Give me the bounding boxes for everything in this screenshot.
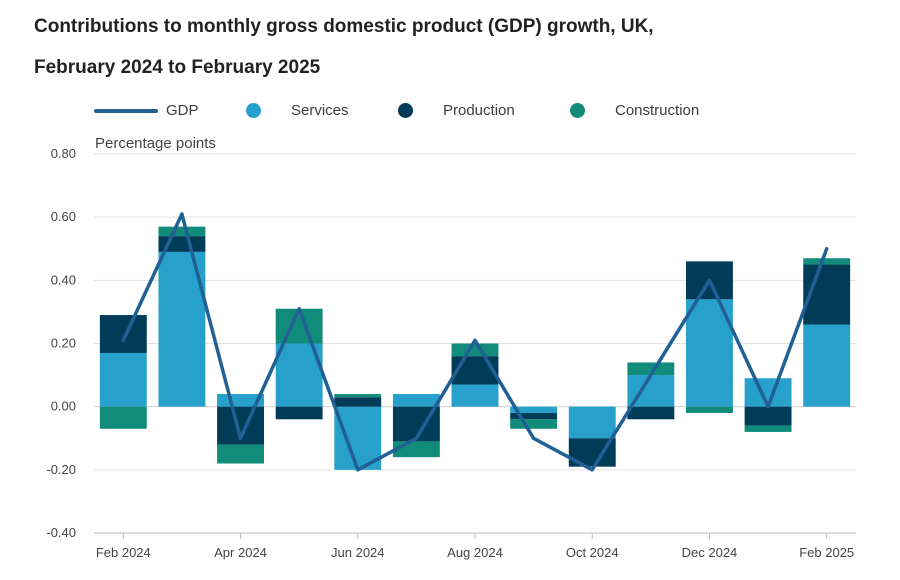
legend-gdp-line-swatch xyxy=(94,108,158,113)
bar-construction xyxy=(744,425,792,432)
bar-construction xyxy=(217,444,264,464)
bar-construction xyxy=(627,362,675,376)
legend-construction-label: Construction xyxy=(615,102,700,119)
y-tick-label: 0.40 xyxy=(51,272,76,287)
legend-production-swatch xyxy=(398,103,413,118)
x-tick-label: Feb 2024 xyxy=(96,545,151,560)
bar-services xyxy=(334,406,382,470)
bar-production xyxy=(627,406,675,420)
legend-services-label: Services xyxy=(291,102,349,119)
x-tick-label: Oct 2024 xyxy=(566,545,619,560)
bar-services xyxy=(392,394,440,407)
bar-construction xyxy=(99,406,147,429)
bar-production xyxy=(744,406,792,426)
bar-construction xyxy=(686,406,733,413)
bar-construction xyxy=(334,394,382,398)
bar-services xyxy=(568,406,616,439)
chart-title-line-2: February 2024 to February 2025 xyxy=(34,57,321,78)
y-axis-ticks: -0.40 -0.20 0.00 0.20 0.40 0.60 0.80 xyxy=(46,146,76,540)
bar-services xyxy=(510,406,558,413)
bar-production xyxy=(275,406,323,420)
legend-item-services[interactable]: Services xyxy=(246,102,349,119)
legend-production-label: Production xyxy=(443,102,515,119)
bar-services xyxy=(803,324,851,407)
x-axis: Feb 2024 Apr 2024 Jun 2024 Aug 2024 Oct 2024… xyxy=(94,532,856,560)
x-tick-label: Dec 2024 xyxy=(682,545,738,560)
bar-construction xyxy=(510,419,558,429)
legend-construction-swatch xyxy=(570,103,585,118)
x-tick-label: Aug 2024 xyxy=(447,545,503,560)
legend-services-swatch xyxy=(246,103,261,118)
bar-construction xyxy=(392,441,440,458)
y-axis-label: Percentage points xyxy=(95,135,216,152)
x-tick-label: Apr 2024 xyxy=(214,545,267,560)
x-tick-label: Feb 2025 xyxy=(799,545,854,560)
bar-production xyxy=(99,315,147,353)
gdp-line xyxy=(121,212,829,472)
bar-services xyxy=(451,384,499,407)
y-tick-label: 0.60 xyxy=(51,209,76,224)
legend-item-construction[interactable]: Construction xyxy=(570,102,699,119)
bar-services xyxy=(99,352,147,407)
y-tick-label: 0.80 xyxy=(51,146,76,161)
chart-title-line-1: Contributions to monthly gross domestic … xyxy=(34,16,654,37)
y-tick-label: -0.20 xyxy=(46,462,76,477)
legend-item-production[interactable]: Production xyxy=(398,102,515,119)
bar-construction xyxy=(275,308,323,344)
legend-gdp-label: GDP xyxy=(166,102,199,119)
bar-production xyxy=(451,356,499,385)
y-tick-label: -0.40 xyxy=(46,525,76,540)
bar-production xyxy=(510,412,558,420)
bar-production xyxy=(334,397,382,407)
y-tick-label: 0.00 xyxy=(51,399,76,414)
y-tick-label: 0.20 xyxy=(51,336,76,351)
bar-construction xyxy=(158,226,206,237)
gdp-line-layer xyxy=(121,212,829,472)
bar-construction xyxy=(803,258,851,265)
x-tick-label: Jun 2024 xyxy=(331,545,385,560)
bar-construction xyxy=(451,343,499,357)
bars xyxy=(99,226,851,470)
legend-item-gdp[interactable]: GDP xyxy=(94,102,199,119)
